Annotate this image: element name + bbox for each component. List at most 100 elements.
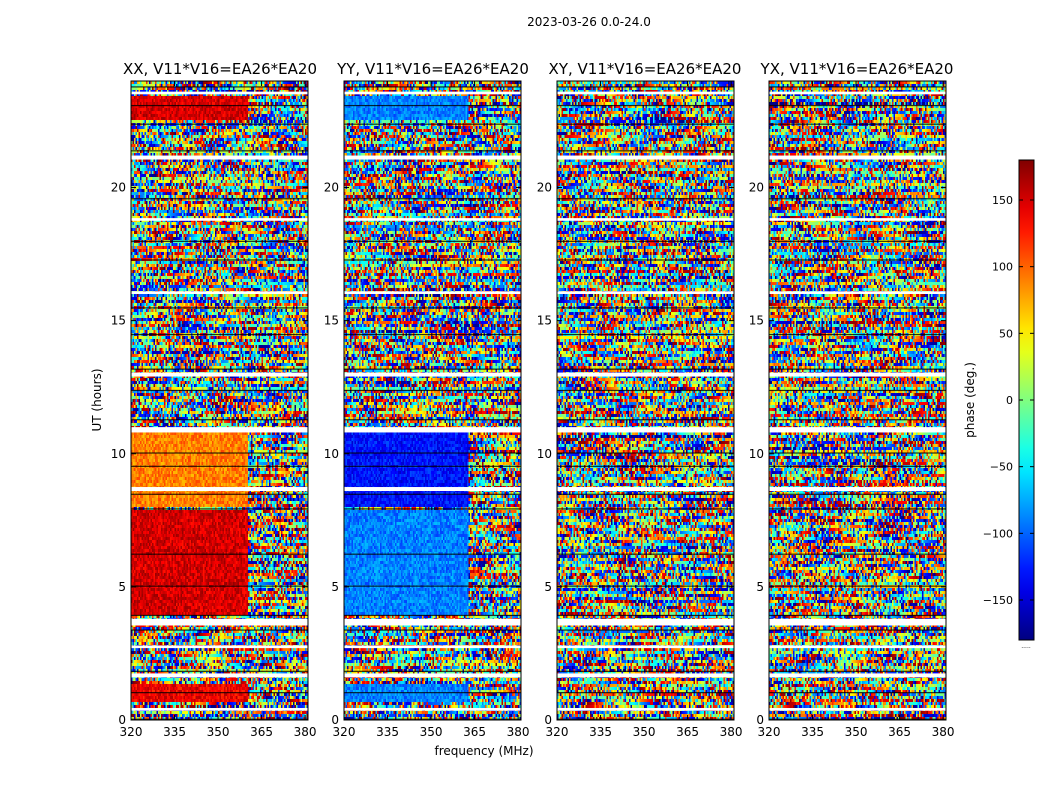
y-tick-label: 5 <box>118 580 126 594</box>
heatmap-image-3 <box>557 81 734 720</box>
y-tick-label: 15 <box>111 314 126 328</box>
flagged-row <box>557 218 734 221</box>
colorbar-tick-label: −100 <box>983 527 1013 540</box>
colorbar-tick-label: 0 <box>1006 394 1013 407</box>
dark-row <box>131 670 308 672</box>
dark-row <box>344 452 521 454</box>
colorbar-tick-label: −150 <box>983 594 1013 607</box>
flagged-row <box>131 618 308 626</box>
dark-row <box>769 629 946 631</box>
flagged-row <box>344 645 521 649</box>
flagged-row <box>557 427 734 433</box>
x-tick-label: 320 <box>120 725 143 739</box>
dark-row <box>769 198 946 200</box>
colorbar: 150 100 50 0 −50 −100 −150 <box>983 159 1035 641</box>
dark-row <box>344 614 521 617</box>
dark-row <box>131 553 308 555</box>
x-tick-label: 350 <box>207 725 230 739</box>
panels-layer: 320 335 350 365 380 0 5 10 15 20 320 335 350 365 380 0 5… <box>111 80 955 739</box>
flagged-row <box>769 708 946 711</box>
dark-row <box>557 86 734 88</box>
flagged-row <box>557 708 734 711</box>
dark-row <box>344 104 521 107</box>
dark-row <box>557 629 734 631</box>
colorbar-tick-label: 50 <box>999 327 1013 340</box>
x-tick-label: 365 <box>676 725 699 739</box>
flagged-row <box>344 372 521 377</box>
colorbar-footer: ..... <box>1021 643 1031 650</box>
dark-row <box>131 614 308 617</box>
dark-row <box>769 150 946 152</box>
x-tick-label: 380 <box>507 725 530 739</box>
flagged-row <box>131 427 308 433</box>
flagged-row <box>131 708 308 711</box>
flagged-row <box>344 155 521 160</box>
dark-row <box>557 240 734 242</box>
dark-row <box>344 493 521 495</box>
flagged-row <box>557 291 734 294</box>
dark-row <box>557 465 734 467</box>
y-tick-label: 10 <box>749 447 764 461</box>
dark-row <box>344 629 521 631</box>
x-tick-label: 380 <box>932 725 955 739</box>
flagged-row <box>557 155 734 160</box>
dark-row <box>131 104 308 107</box>
flagged-row <box>557 618 734 626</box>
flagged-row <box>769 218 946 221</box>
flagged-row <box>131 218 308 221</box>
flagged-row <box>769 427 946 433</box>
y-tick-label: 0 <box>331 713 339 727</box>
dark-row <box>769 692 946 694</box>
panel-frame <box>556 80 735 721</box>
y-tick-label: 10 <box>537 447 552 461</box>
dark-row <box>769 508 946 510</box>
dark-row <box>131 452 308 454</box>
dark-row <box>131 718 308 720</box>
dark-row <box>344 465 521 467</box>
dark-row <box>769 493 946 495</box>
flagged-row <box>557 673 734 678</box>
dark-row <box>131 240 308 242</box>
flagged-row <box>769 487 946 492</box>
x-tick-label: 365 <box>250 725 273 739</box>
x-tick-label: 365 <box>463 725 486 739</box>
heatmap-image-2 <box>344 81 521 720</box>
dark-row <box>344 333 521 336</box>
dark-row <box>131 465 308 467</box>
flagged-row <box>557 91 734 95</box>
x-tick-label: 320 <box>546 725 569 739</box>
dark-row <box>557 508 734 510</box>
dark-row <box>131 198 308 200</box>
x-tick-label: 380 <box>720 725 743 739</box>
y-tick-label: 10 <box>111 447 126 461</box>
dark-row <box>769 585 946 587</box>
dark-row <box>344 585 521 587</box>
dark-row <box>557 123 734 125</box>
dark-row <box>557 307 734 309</box>
y-tick-label: 20 <box>111 181 126 195</box>
panel-title-xy: XY, V11*V16=EA26*EA20 <box>549 60 742 78</box>
dark-row <box>769 333 946 336</box>
heatmap-image-4 <box>769 81 946 720</box>
x-tick-label: 335 <box>163 725 186 739</box>
flagged-row <box>131 155 308 160</box>
dark-row <box>131 419 308 421</box>
flagged-row <box>769 155 946 160</box>
panel-title-xx: XX, V11*V16=EA26*EA20 <box>123 60 317 78</box>
flagged-row <box>769 645 946 649</box>
dark-row <box>131 307 308 309</box>
dark-row <box>769 104 946 107</box>
dark-row <box>557 670 734 672</box>
dark-row <box>557 692 734 694</box>
dark-row <box>769 452 946 454</box>
dark-row <box>769 123 946 125</box>
dark-row <box>769 419 946 421</box>
flagged-row <box>131 673 308 678</box>
x-tick-label: 320 <box>333 725 356 739</box>
flagged-row <box>769 91 946 95</box>
dark-row <box>131 508 308 510</box>
dark-row <box>769 670 946 672</box>
dark-row <box>557 419 734 421</box>
y-tick-label: 15 <box>749 314 764 328</box>
flagged-row <box>131 487 308 492</box>
